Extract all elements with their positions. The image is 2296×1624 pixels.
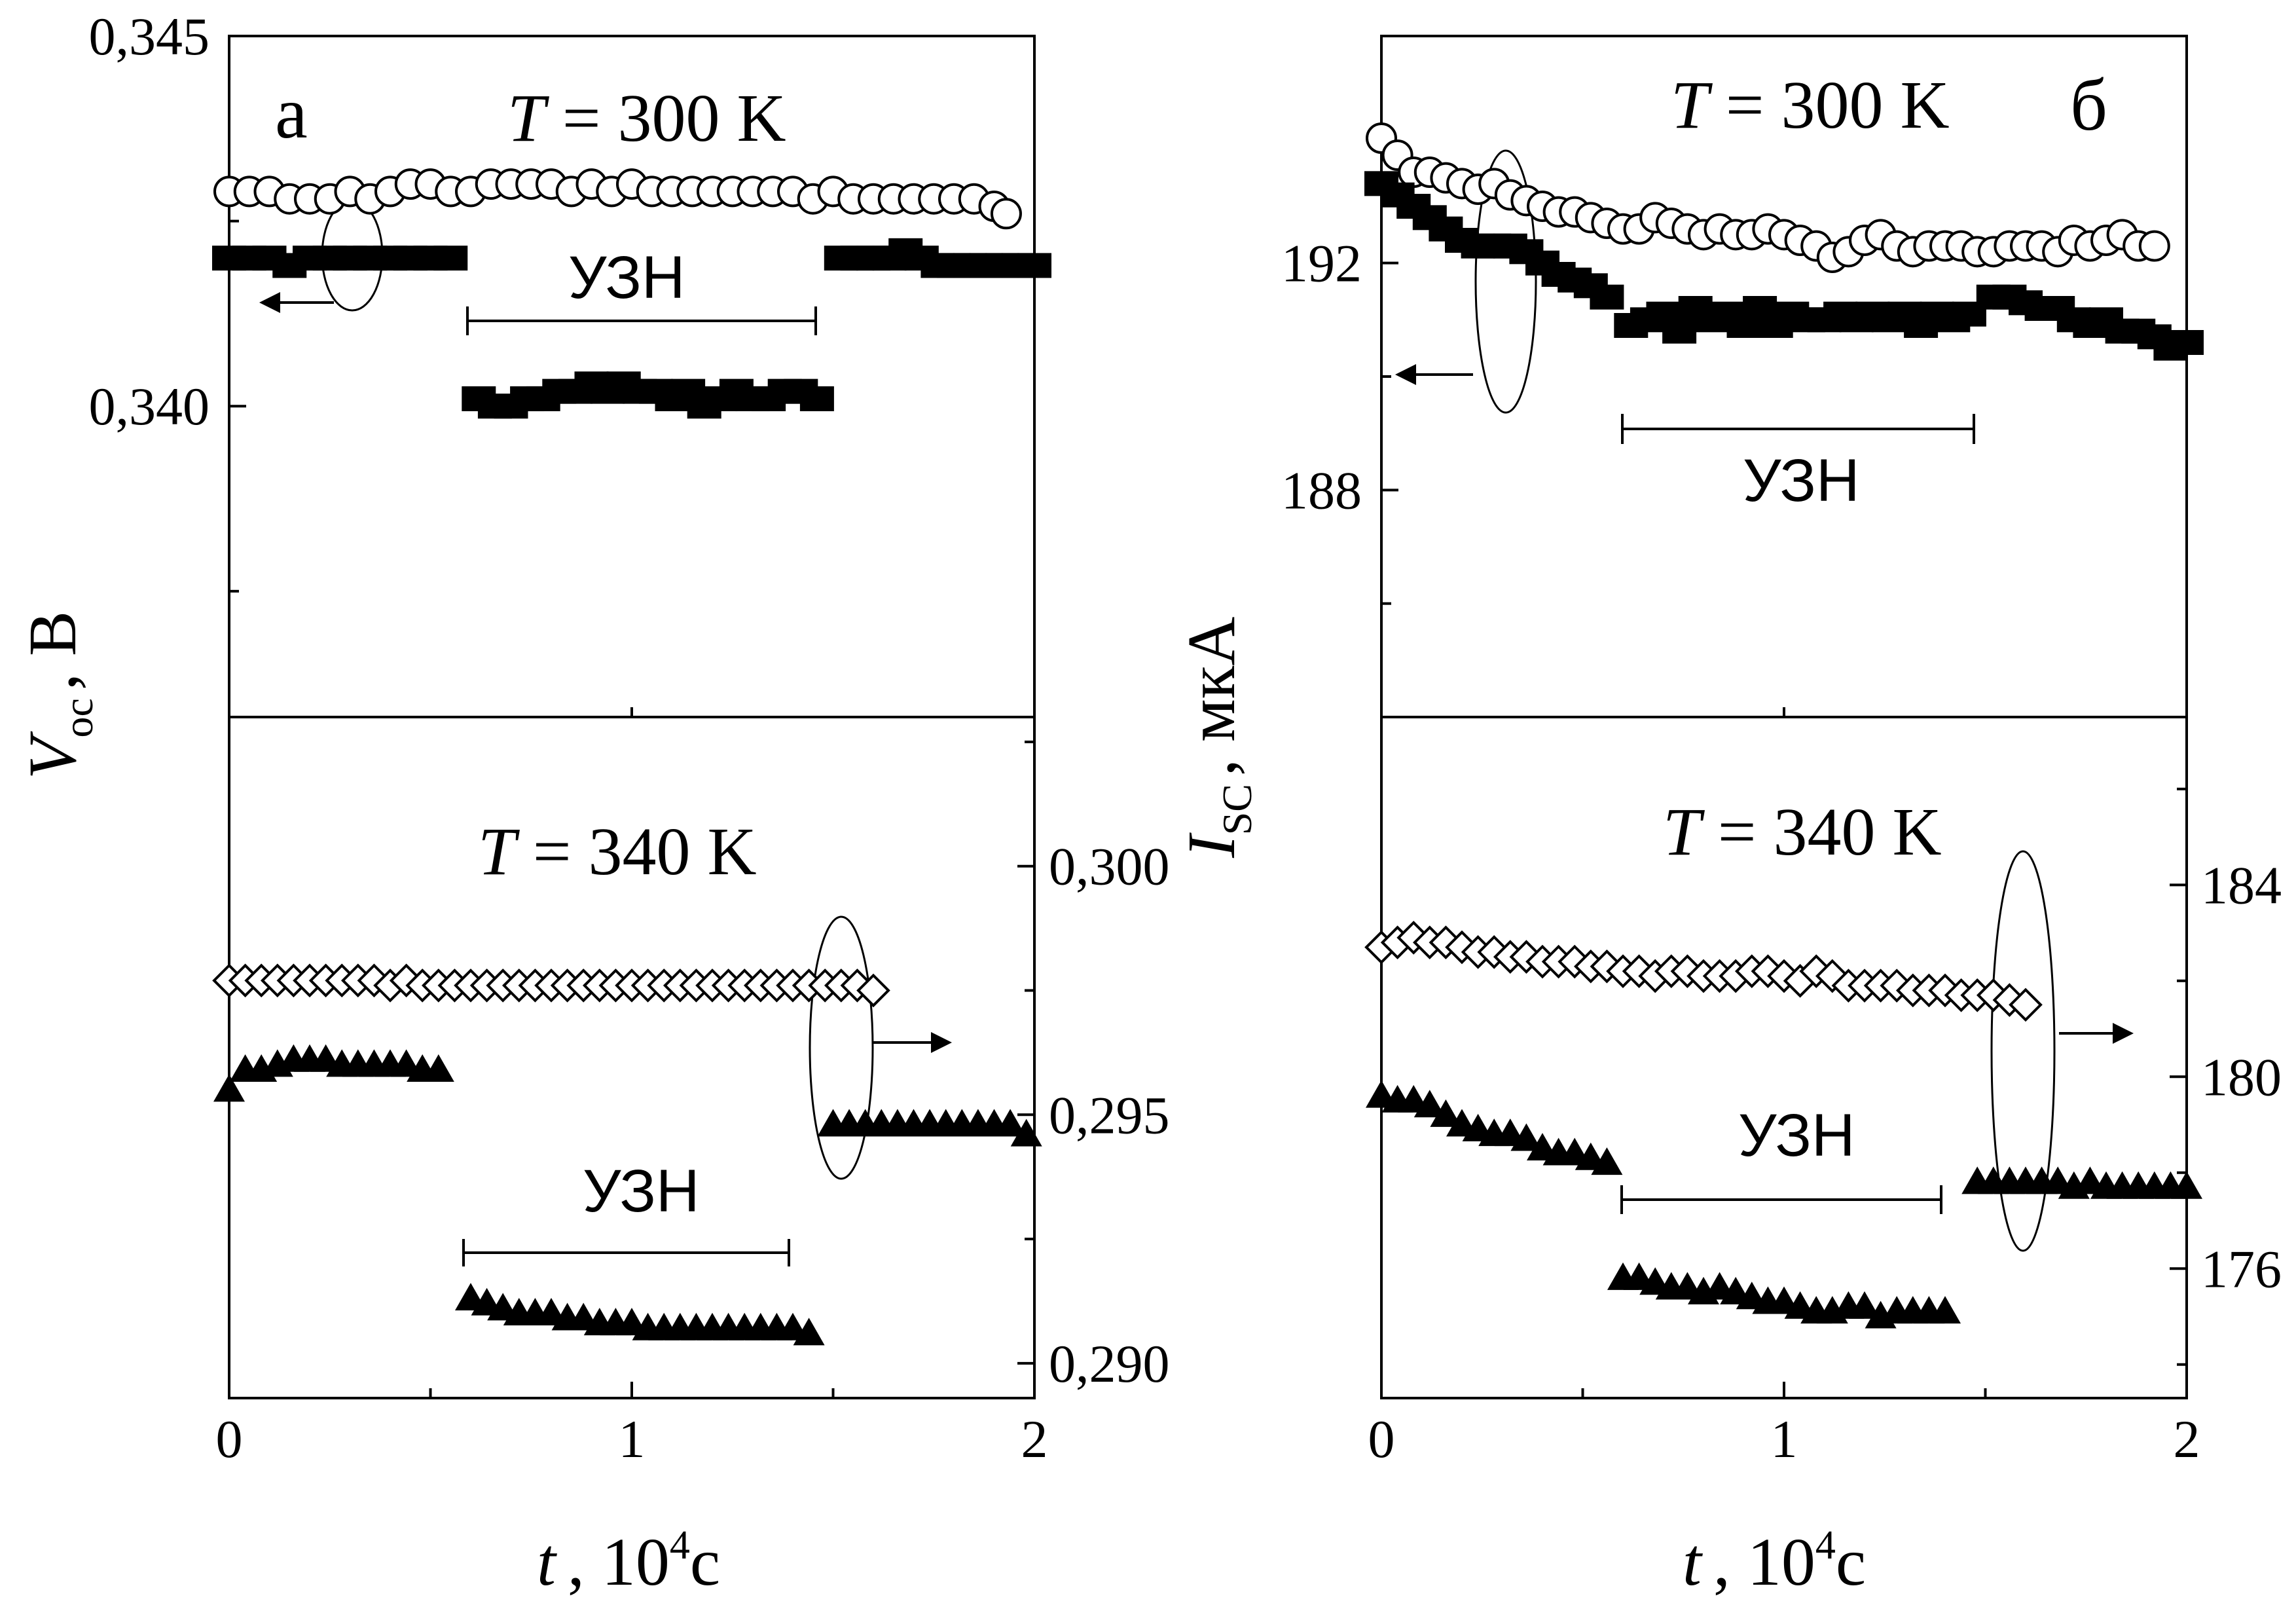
panel-a-bottom-temperature-label: T = 340 K bbox=[478, 814, 757, 889]
panel-b-data-point-triangle-filled bbox=[1413, 1090, 1446, 1118]
panel-b-top-uzn-label: УЗН bbox=[1743, 447, 1859, 514]
panel-a-x-ticks: 0 1 2 bbox=[216, 707, 1048, 1469]
panel-b-top-uzn-bracket bbox=[1621, 414, 1975, 444]
panel-a-x-axis-title: t, 104с bbox=[537, 1523, 720, 1600]
panel-b-y-tick-label: 188 bbox=[1281, 460, 1362, 520]
panel-a-data-point-triangle-filled bbox=[213, 1074, 245, 1102]
panel-b-data-point-circle-open bbox=[2138, 230, 2170, 262]
panel-a-top-uzn-label: УЗН bbox=[568, 244, 685, 311]
panel-b-x-tick-label: 0 bbox=[1368, 1409, 1395, 1469]
panel-a-y-axis-title: Voc, В bbox=[15, 611, 101, 779]
panel-b-y-tick-label: 192 bbox=[1281, 234, 1362, 293]
panel-a-data-point-triangle-filled bbox=[994, 1109, 1027, 1137]
panel-a-data-point-triangle-filled bbox=[422, 1054, 454, 1082]
panel-b: б T = 300 K T = 340 K УЗН УЗН 192 188 184… bbox=[1174, 35, 2282, 1600]
panel-a-bottom-uzn-label: УЗН bbox=[583, 1158, 699, 1225]
panel-b-data-point-square-filled bbox=[1590, 284, 1624, 310]
panel-b-bottom-series-ellipse bbox=[1990, 850, 2056, 1252]
panel-a-data-point-square-filled bbox=[433, 246, 468, 271]
panel-a-top-uzn-bracket bbox=[466, 306, 817, 335]
panel-b-data-point-square-filled bbox=[2170, 330, 2204, 355]
panel-b-top-temperature-label: T = 300 K bbox=[1671, 67, 1950, 143]
panel-a-y-tick-label: 0,295 bbox=[1049, 1085, 1170, 1145]
panel-a-data-point-triangle-filled bbox=[1010, 1118, 1042, 1147]
panel-b-letter: б bbox=[2070, 65, 2107, 146]
panel-b-y-tick-label: 176 bbox=[2201, 1239, 2282, 1299]
panel-b-bottom-uzn-label: УЗН bbox=[1738, 1102, 1855, 1169]
panel-a-data-point-triangle-filled bbox=[793, 1318, 825, 1346]
panel-b-y-axis-title: ISC, мкА bbox=[1174, 617, 1260, 858]
panel-a-bottom-right-ticks: 0,300 0,295 0,290 bbox=[1017, 740, 1170, 1393]
panel-a-x-tick-label: 0 bbox=[216, 1409, 243, 1469]
panel-a-data-point-square-filled bbox=[1017, 253, 1051, 278]
panel-b-data-point-square-filled bbox=[1662, 318, 1697, 344]
panel-a-letter: а bbox=[275, 73, 308, 154]
panel-a-x-tick-label: 1 bbox=[619, 1409, 646, 1469]
panel-b-data-point-triangle-filled bbox=[1929, 1296, 1961, 1324]
panel-a-data-point-diamond-open bbox=[856, 973, 890, 1008]
panel-a-x-tick-label: 2 bbox=[1021, 1409, 1048, 1469]
panel-b-top-series-ellipse bbox=[1474, 149, 1537, 414]
panel-b-bottom-right-ticks: 184 180 176 bbox=[2170, 787, 2282, 1366]
panel-b-x-tick-label: 1 bbox=[1771, 1409, 1798, 1469]
panel-b-data-point-triangle-filled bbox=[1430, 1099, 1462, 1127]
panel-a-bottom-series-ellipse bbox=[809, 915, 874, 1180]
panel-b-data-point-triangle-filled bbox=[1510, 1123, 1542, 1151]
panel-b-bottom-temperature-label: T = 340 K bbox=[1663, 794, 1942, 870]
panel-b-data-point-triangle-filled bbox=[1849, 1291, 1880, 1319]
panel-a-top-left-ticks: 0,345 0,340 bbox=[89, 7, 246, 593]
panel-a-data-point-square-filled bbox=[799, 386, 834, 411]
panel-b-bottom-uzn-bracket bbox=[1620, 1185, 1942, 1214]
panel-a-y-tick-label: 0,300 bbox=[1049, 837, 1170, 896]
panel-a-top-series bbox=[212, 168, 1051, 419]
panel-b-y-tick-label: 184 bbox=[2201, 855, 2282, 915]
panel-b-x-axis-title: t, 104с bbox=[1683, 1523, 1866, 1600]
panel-b-x-tick-label: 2 bbox=[2174, 1409, 2200, 1469]
panel-a-y-tick-label: 0,340 bbox=[89, 377, 210, 436]
panel-a-y-tick-label: 0,345 bbox=[89, 7, 210, 66]
panel-a-bottom-series bbox=[212, 963, 1042, 1346]
panel-a-y-tick-label: 0,290 bbox=[1049, 1334, 1170, 1393]
panel-a-bottom-uzn-bracket bbox=[462, 1239, 790, 1266]
panel-b-data-point-diamond-open bbox=[2009, 987, 2043, 1022]
panel-b-x-ticks: 0 1 2 bbox=[1368, 707, 2200, 1469]
panel-b-y-tick-label: 180 bbox=[2201, 1047, 2282, 1107]
panel-a: а T = 300 K T = 340 K УЗН УЗН 0,345 0,340… bbox=[15, 7, 1170, 1600]
panel-b-bottom-series bbox=[1364, 921, 2202, 1329]
panel-b-top-series bbox=[1364, 122, 2204, 361]
panel-a-data-point-circle-open bbox=[990, 198, 1022, 230]
panel-a-top-temperature-label: T = 300 K bbox=[507, 81, 786, 156]
panel-b-data-point-triangle-filled bbox=[1591, 1147, 1623, 1175]
panel-b-data-point-triangle-filled bbox=[2171, 1171, 2202, 1199]
